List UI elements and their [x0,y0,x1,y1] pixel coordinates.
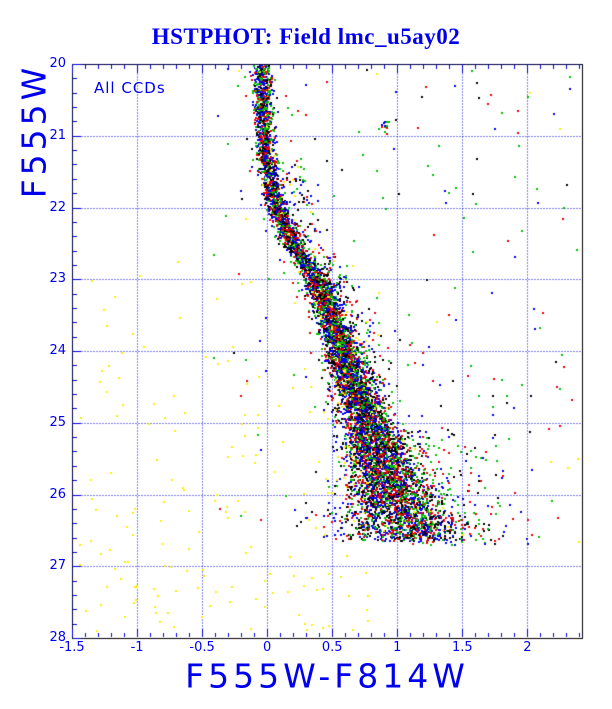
x-tick-label: 0 [263,640,272,655]
y-tick-label: 20 [49,56,66,71]
x-axis-label: F555W-F814W [185,656,469,696]
x-tick-label: -1.5 [59,640,85,655]
x-tick-label: -1 [130,640,144,655]
x-tick-label: 0.5 [321,640,343,655]
x-tick-label: 1.5 [451,640,473,655]
x-tick-label: 2 [523,640,532,655]
y-tick-label: 21 [49,127,66,143]
y-tick-label: 28 [49,630,66,645]
y-tick-label: 27 [49,558,66,574]
y-tick-label: 25 [49,414,66,430]
chart-title: HSTPHOT: Field lmc_u5ay02 [151,24,461,49]
x-tick-label: -0.5 [189,640,215,655]
x-tick-label: 1 [393,640,402,655]
y-tick-label: 23 [49,271,66,287]
y-tick-label: 22 [49,199,66,215]
y-tick-label: 26 [49,486,66,502]
y-tick-label: 24 [49,343,66,358]
ccd-annotation: All CCDs [94,79,166,97]
